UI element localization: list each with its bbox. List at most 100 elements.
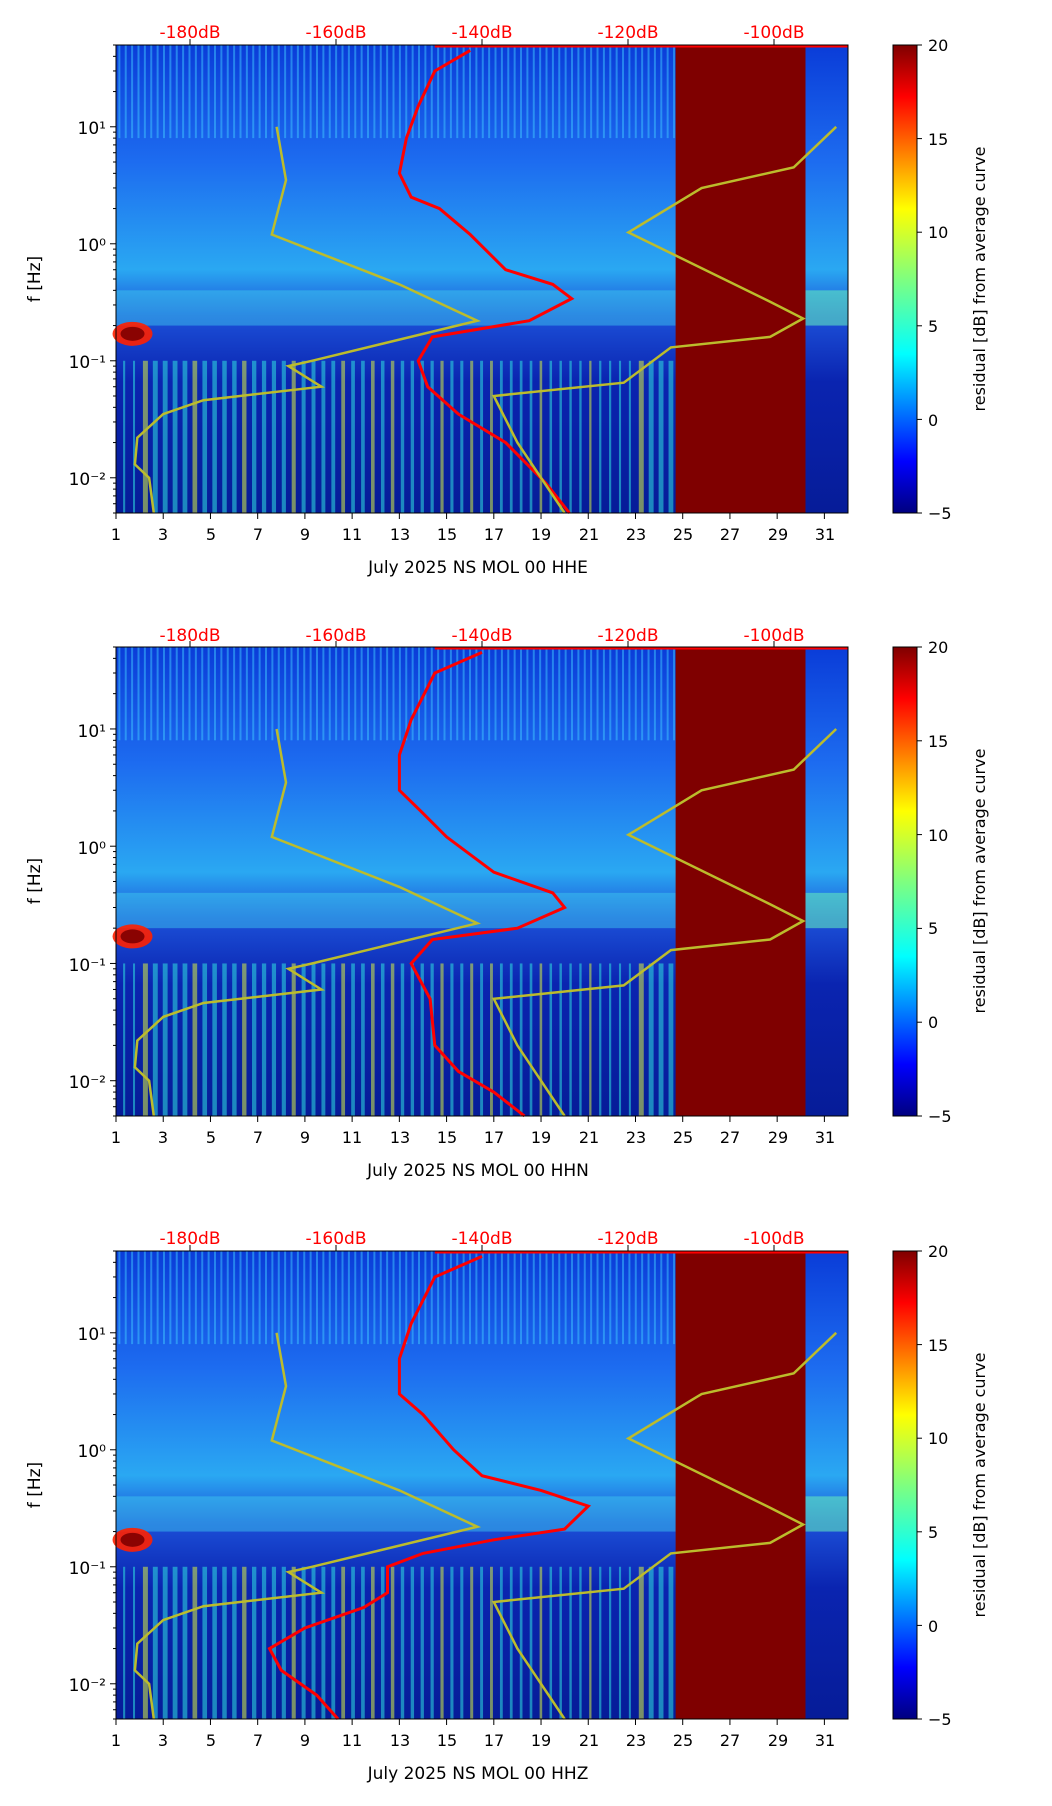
top-axis-label: -140dB [451,23,512,43]
heatmap-streak [490,963,493,1116]
heatmap-speckle [367,1251,370,1345]
heatmap-speckle [660,1251,663,1345]
heatmap-speckle [475,1251,478,1345]
heatmap-speckle [124,45,127,139]
heatmap-streak [559,1566,562,1719]
heatmap-streak [549,360,553,513]
heatmap-speckle [462,45,465,139]
heatmap-speckle [118,1251,121,1345]
heatmap-speckle [660,45,663,139]
heatmap-streak [371,1566,375,1719]
heatmap-speckle [213,45,216,139]
heatmap-streak [519,360,523,513]
heatmap-speckle [488,647,491,741]
heatmap-speckle [526,45,529,139]
heatmap-speckle [194,45,197,139]
heatmap-speckle [481,1251,484,1345]
x-tick-label: 21 [579,525,599,544]
heatmap-speckle [615,45,618,139]
heatmap-streak [638,1566,644,1719]
heatmap-streak [321,1566,326,1719]
x-tick-label: 25 [673,1731,693,1750]
heatmap-speckle [252,1251,255,1345]
x-tick-label: 19 [531,525,551,544]
heatmap-speckle [513,647,516,741]
x-axis-label: July 2025 NS MOL 00 HHZ [367,1764,589,1784]
colorbar-label: residual [dB] from average curve [970,147,989,412]
heatmap-speckle [201,1251,204,1345]
heatmap-speckle [303,647,306,741]
heatmap-streak [182,1566,188,1719]
heatmap-streak [331,1566,336,1719]
heatmap-speckle [449,647,452,741]
x-tick-label: 23 [626,1128,646,1147]
heatmap-streak [529,1566,533,1719]
heatmap-speckle [290,1251,293,1345]
heatmap-speckle [653,647,656,741]
heatmap-speckle [532,1251,535,1345]
heatmap-speckle [207,647,210,741]
heatmap-speckle [449,45,452,139]
heatmap-streak [390,1566,395,1719]
heatmap-speckle [622,1251,625,1345]
heatmap-speckle [634,45,637,139]
y-tick-label: 10⁰ [78,839,107,859]
heatmap-streak [559,963,562,1116]
heatmap-hotspot-core [120,929,145,944]
heatmap-speckle [335,1251,338,1345]
heatmap-streak [549,963,553,1116]
heatmap-speckle [520,647,523,741]
y-axis-label: f [Hz] [25,1462,45,1508]
heatmap-speckle [673,1251,676,1345]
heatmap-speckle [392,647,395,741]
heatmap-hotspot-core [120,1532,145,1547]
heatmap-speckle [596,647,599,741]
heatmap-speckle [641,1251,644,1345]
top-axis-label: -140dB [451,626,512,646]
heatmap-speckle [571,647,574,741]
heatmap-speckle [577,647,580,741]
y-tick-label: 10¹ [78,119,106,139]
heatmap-speckle [239,45,242,139]
heatmap-speckle [386,45,389,139]
heatmap-streak [142,360,148,513]
y-axis-hhe: 10¹ 10⁰ 10⁻¹ 10⁻² [69,119,107,490]
x-tick-label: 27 [720,525,740,544]
heatmap-streak [569,360,572,513]
x-tick-label: 11 [342,1731,362,1750]
y-tick-label: 10¹ [78,722,106,742]
heatmap-speckle [131,1251,134,1345]
heatmap-speckle [507,45,510,139]
heatmap-streak [331,963,336,1116]
heatmap-streak [420,360,424,513]
heatmap-speckle [264,1251,267,1345]
heatmap-speckle [469,647,472,741]
x-tick-label: 15 [437,1128,457,1147]
colorbar-tick-label: 20 [928,638,948,657]
heatmap-speckle [405,45,408,139]
x-tick-label: 7 [253,1128,263,1147]
heatmap-streak [252,360,257,513]
heatmap-speckle [673,45,676,139]
heatmap-speckle [296,647,299,741]
x-tick-label: 7 [253,525,263,544]
heatmap-streak [142,1566,148,1719]
heatmap-streak [291,1566,296,1719]
colorbar-tick-label: 5 [928,1523,938,1542]
x-tick-label: 23 [626,525,646,544]
heatmap-speckle [647,45,650,139]
heatmap-speckle [456,45,459,139]
heatmap-speckle [386,1251,389,1345]
noise-model-curve [133,728,482,1117]
heatmap-band-right [805,290,848,326]
heatmap-speckle [143,647,146,741]
y-tick-label: 10⁻² [69,1676,106,1696]
heatmap-speckle [150,1251,153,1345]
heatmap-speckle [583,1251,586,1345]
heatmap-speckle [379,45,382,139]
heatmap-speckle [239,1251,242,1345]
heatmap-speckle [532,45,535,139]
heatmap-streak [490,1566,493,1719]
colorbar-gradient [892,44,918,514]
